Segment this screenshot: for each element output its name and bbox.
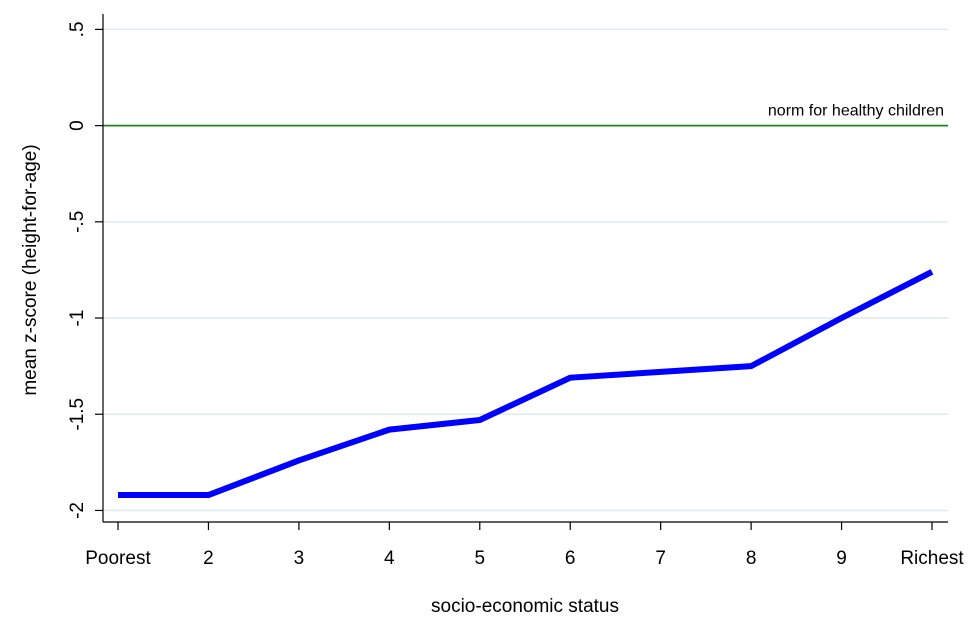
x-axis-label: socio-economic status: [431, 596, 619, 617]
x-tick-label: Richest: [900, 548, 964, 569]
x-tick-label: 5: [474, 548, 485, 569]
y-tick-label: -2: [67, 502, 88, 519]
y-axis-label: mean z-score (height-for-age): [20, 144, 41, 395]
y-tick-label: -.5: [67, 211, 88, 233]
reference-label: norm for healthy children: [768, 103, 944, 120]
y-tick-label: -1: [67, 310, 88, 327]
data-line: [118, 269, 934, 499]
x-tick-label: 7: [655, 548, 666, 569]
y-tick-label: .5: [67, 21, 88, 37]
x-tick-label: 8: [746, 548, 757, 569]
x-tick-label: Poorest: [85, 548, 151, 569]
y-tick-label: -1.5: [67, 398, 88, 431]
y-tick-label: 0: [67, 120, 88, 131]
x-tick-label: 4: [384, 548, 395, 569]
x-tick-label: 9: [836, 548, 847, 569]
x-tick-label: 2: [203, 548, 214, 569]
x-tick-label: 6: [565, 548, 576, 569]
x-tick-label: 3: [294, 548, 305, 569]
